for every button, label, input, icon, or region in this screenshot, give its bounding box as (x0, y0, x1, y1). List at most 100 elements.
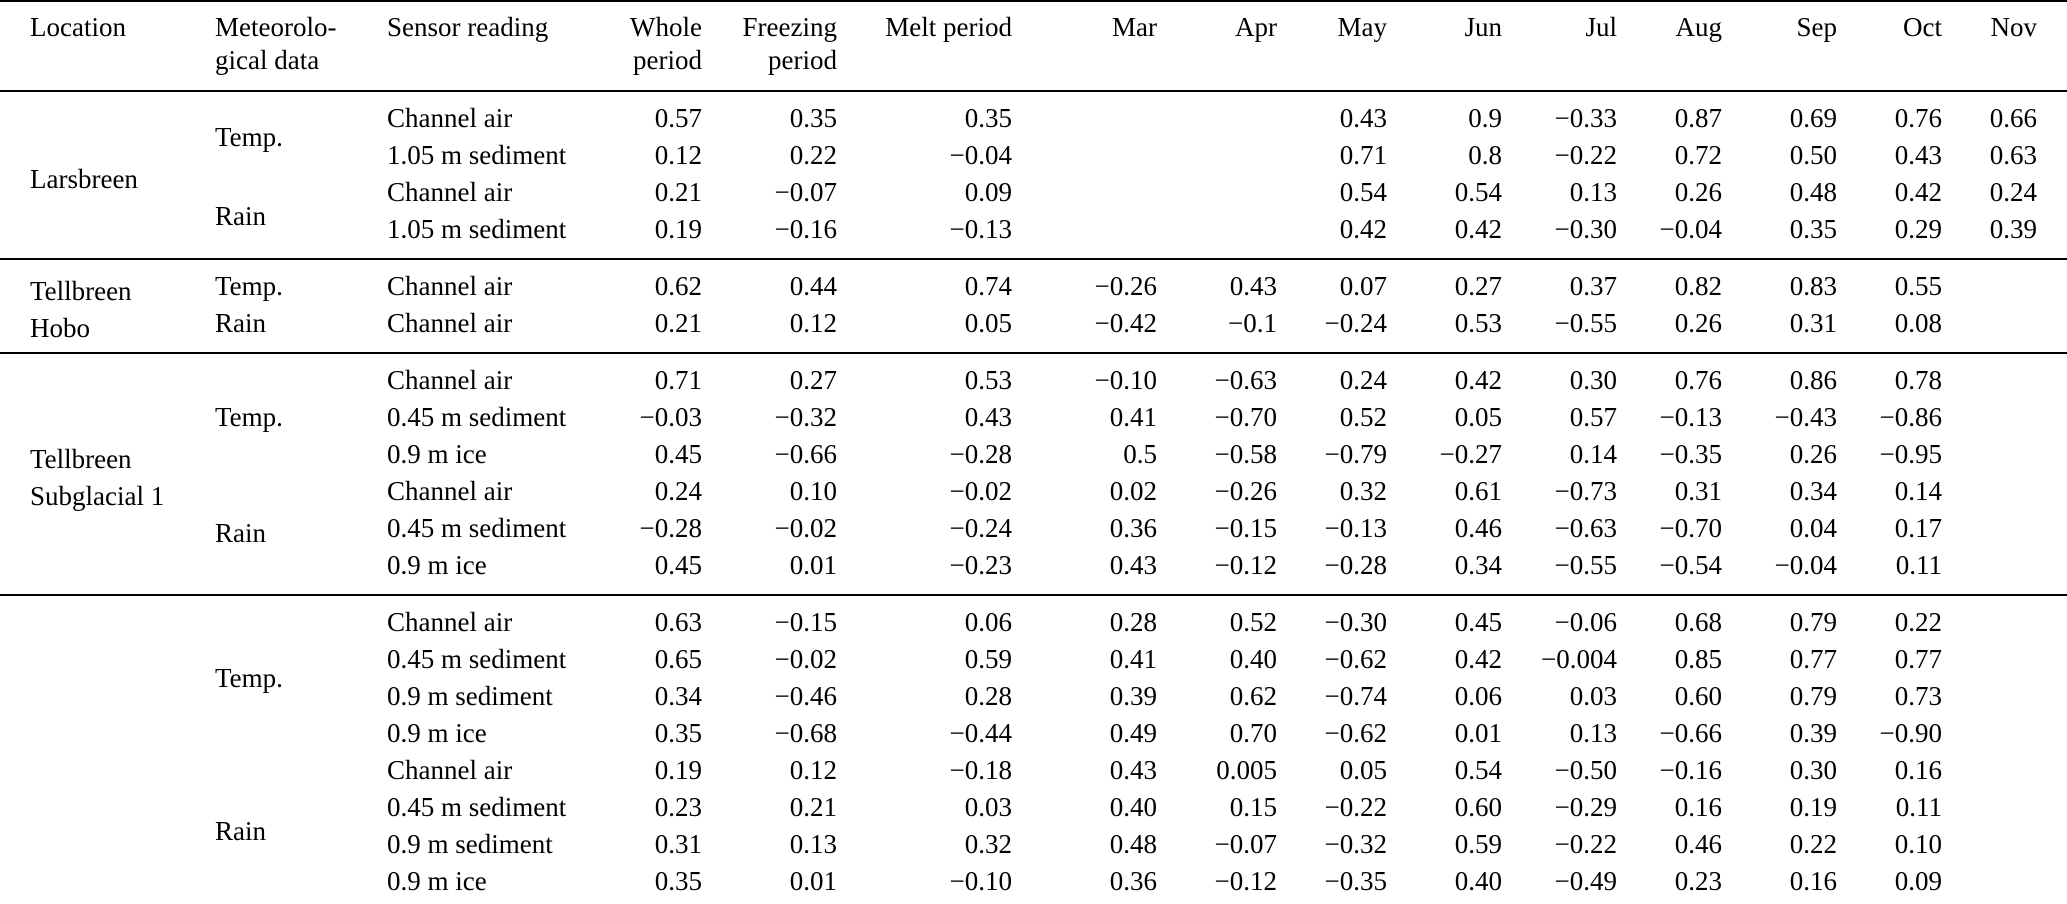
value-cell: 0.05 (1454, 402, 1502, 432)
value-cell: −0.55 (1554, 550, 1617, 580)
sensor-cell: 0.9 m sediment (387, 681, 553, 711)
location-group: Tellbreen Hobo Temp. Channel air 0.62 0.44 0.… (0, 259, 2067, 353)
value-cell: −0.22 (1554, 829, 1617, 859)
value-cell (1020, 91, 1165, 137)
value-cell: −0.28 (1324, 550, 1387, 580)
value-cell: 0.14 (1569, 439, 1617, 469)
value-cell: 0.37 (1569, 271, 1617, 301)
column-header: Melt period (885, 12, 1012, 42)
sensor-cell: Channel air (387, 476, 513, 506)
value-cell: 0.52 (1229, 607, 1277, 637)
value-cell: 0.45 (654, 550, 702, 580)
value-cell (1165, 211, 1285, 259)
value-cell: 0.10 (789, 476, 837, 506)
value-cell (1020, 174, 1165, 211)
value-cell: 0.22 (1789, 829, 1837, 859)
value-cell: 0.21 (654, 177, 702, 207)
value-cell: 0.16 (1789, 866, 1837, 896)
met-data-cell: Temp. (215, 662, 283, 693)
table-row: Rain Channel air 0.21 −0.07 0.09 0.54 0.54 0.13… (0, 174, 2067, 231)
value-cell: 0.72 (1674, 140, 1722, 170)
value-cell: −0.62 (1324, 718, 1387, 748)
column-header: Oct (1903, 12, 1942, 42)
value-cell: 0.50 (1789, 140, 1837, 170)
value-cell: 0.42 (1894, 177, 1942, 207)
value-cell: −0.66 (1659, 718, 1722, 748)
value-cell: −0.74 (1324, 681, 1387, 711)
value-cell: −0.63 (1554, 513, 1617, 543)
value-cell: −0.63 (1214, 365, 1277, 395)
table-row: 0.45 m sediment −0.03 −0.32 0.43 0.41 −0.70 0.… (0, 399, 2067, 436)
column-header: May (1337, 12, 1388, 42)
table-row: Tellbreen Subglacial 1 Temp. Channel air 0.… (0, 353, 2067, 511)
value-cell: 0.30 (1569, 365, 1617, 395)
value-cell: 0.76 (1894, 103, 1942, 133)
value-cell: 0.41 (1109, 402, 1157, 432)
value-cell: 0.16 (1674, 792, 1722, 822)
sensor-cell: Channel air (387, 755, 513, 785)
value-cell (1950, 510, 2067, 547)
value-cell: 0.08 (1894, 308, 1942, 338)
value-cell: −0.07 (774, 177, 837, 207)
value-cell: 0.71 (1339, 140, 1387, 170)
value-cell: 0.34 (1454, 550, 1502, 580)
value-cell: −0.004 (1541, 644, 1617, 674)
sensor-cell: 0.45 m sediment (387, 402, 567, 432)
value-cell: 0.77 (1789, 644, 1837, 674)
value-cell: 0.35 (964, 103, 1012, 133)
header-row: Location Meteorolo- gical data Sensor read… (0, 1, 2067, 91)
value-cell: 0.61 (1454, 476, 1502, 506)
value-cell: 0.17 (1894, 513, 1942, 543)
value-cell: −0.28 (949, 439, 1012, 469)
value-cell: 0.40 (1454, 866, 1502, 896)
value-cell: 0.24 (654, 476, 702, 506)
value-cell: −0.13 (1659, 402, 1722, 432)
column-header: Whole period (630, 12, 702, 75)
value-cell: −0.32 (1324, 829, 1387, 859)
value-cell: −0.33 (1554, 103, 1617, 133)
value-cell: 0.59 (1454, 829, 1502, 859)
value-cell: 0.32 (1339, 476, 1387, 506)
value-cell: −0.70 (1214, 402, 1277, 432)
column-header: Sep (1796, 12, 1838, 42)
value-cell: 0.36 (1109, 866, 1157, 896)
sensor-cell: 0.9 m ice (387, 718, 487, 748)
value-cell: 0.63 (1989, 140, 2037, 170)
value-cell: 0.26 (1674, 308, 1722, 338)
location-group: Larsbreen Temp. Channel air 0.57 0.35 0.35 0.4… (0, 91, 2067, 259)
value-cell: 0.53 (1454, 308, 1502, 338)
value-cell: −0.22 (1324, 792, 1387, 822)
sensor-cell: Channel air (387, 308, 513, 338)
column-header: Sensor reading (387, 12, 549, 42)
value-cell: 0.45 (1454, 607, 1502, 637)
value-cell: 0.65 (654, 644, 702, 674)
value-cell: −0.04 (1774, 550, 1837, 580)
value-cell: −0.29 (1554, 792, 1617, 822)
column-header: Nov (1990, 12, 2038, 42)
sensor-cell: Channel air (387, 271, 513, 301)
table-row: Rain Channel air 0.21 0.12 0.05 −0.42 −0.1 −0.2… (0, 305, 2067, 353)
value-cell: 0.28 (964, 681, 1012, 711)
value-cell: 0.31 (1789, 308, 1837, 338)
value-cell: −0.13 (1324, 513, 1387, 543)
value-cell: −0.32 (774, 402, 837, 432)
value-cell: 0.62 (1229, 681, 1277, 711)
value-cell: 0.43 (1229, 271, 1277, 301)
sensor-cell: 0.45 m sediment (387, 792, 567, 822)
value-cell: 0.52 (1339, 402, 1387, 432)
value-cell: 0.35 (789, 103, 837, 133)
value-cell: 0.22 (789, 140, 837, 170)
sensor-cell: 0.9 m ice (387, 866, 487, 896)
sensor-cell: 0.9 m ice (387, 550, 487, 580)
column-header: Jul (1585, 12, 1617, 42)
value-cell: 0.02 (1109, 476, 1157, 506)
value-cell: 0.57 (1569, 402, 1617, 432)
value-cell: 0.83 (1789, 271, 1837, 301)
value-cell: −0.18 (949, 755, 1012, 785)
value-cell: 0.12 (789, 308, 837, 338)
value-cell: 0.66 (1989, 103, 2037, 133)
column-header: Aug (1675, 12, 1723, 42)
sensor-cell: 0.9 m sediment (387, 829, 553, 859)
value-cell: −0.10 (1094, 365, 1157, 395)
value-cell: 0.79 (1789, 607, 1837, 637)
